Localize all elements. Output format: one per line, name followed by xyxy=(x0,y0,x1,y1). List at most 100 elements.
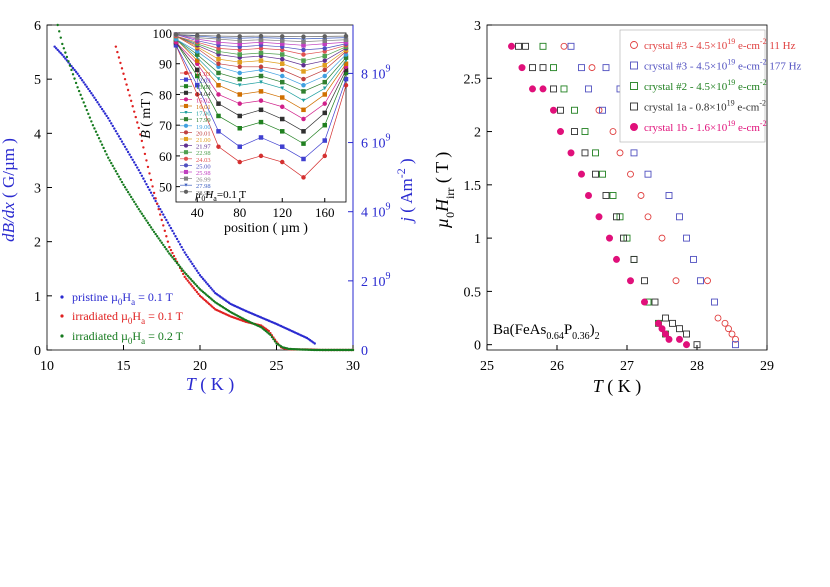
left-data-point xyxy=(177,240,180,243)
left-data-point xyxy=(120,67,124,70)
inset-legend-marker xyxy=(183,70,189,76)
right-y-tick-label: 0.5 xyxy=(464,285,482,300)
left-data-point xyxy=(140,212,144,215)
inset-data-point xyxy=(301,156,306,162)
left-data-point xyxy=(80,97,84,100)
inset-data-point xyxy=(216,113,221,119)
left-data-point xyxy=(175,237,179,241)
inset-legend-label: 25.98 xyxy=(196,170,211,177)
left-data-point xyxy=(168,245,171,249)
left-y-tick-label: 2 xyxy=(34,236,41,251)
left-data-point xyxy=(174,259,177,263)
right-data-point xyxy=(613,255,620,263)
right-legend-label: crystal #3 - 4.5×1019​ e-cm-2​ 11 Hz xyxy=(644,37,796,52)
left-data-point xyxy=(131,198,134,201)
inset-data-point xyxy=(280,144,285,149)
right-y-tick-label: 6 109 xyxy=(361,133,391,152)
right-data-point xyxy=(623,234,631,242)
left-data-point xyxy=(186,255,189,259)
left-x-tick-label: 25 xyxy=(270,359,284,374)
left-data-point xyxy=(192,287,196,290)
legend-label: pristine µ0Ha = 0.1 T xyxy=(72,290,174,307)
right-data-point xyxy=(644,170,652,178)
right-data-point xyxy=(616,149,624,157)
left-data-point xyxy=(189,260,193,263)
left-data-point xyxy=(154,197,157,200)
left-data-point xyxy=(125,188,128,191)
inset-series-18 xyxy=(173,32,349,39)
inset-data-point xyxy=(301,107,306,113)
inset-series-5 xyxy=(173,36,349,113)
right-y-tick-label: 2 109 xyxy=(361,271,391,290)
inset-legend-label: 12.03 xyxy=(196,78,211,85)
left-data-point xyxy=(61,53,64,56)
right-y-tick-label: 2.5 xyxy=(464,72,482,87)
inset-legend-label: 13.03 xyxy=(196,84,211,91)
right-y-tick-label: 0 xyxy=(361,344,368,359)
inset-data-point xyxy=(216,61,221,66)
left-data-point xyxy=(54,47,58,50)
left-data-point xyxy=(59,36,62,39)
legend-label: irradiated µ0Ha = 0.2 T xyxy=(72,329,184,346)
inset-data-point xyxy=(301,129,306,134)
right-data-point xyxy=(560,85,568,93)
inset-legend-marker xyxy=(183,103,189,109)
inset-data-point xyxy=(280,159,285,165)
left-data-point xyxy=(91,124,95,127)
inset-y-tick-label: 50 xyxy=(159,180,172,195)
left-data-point xyxy=(168,252,171,255)
left-data-point xyxy=(105,153,108,156)
left-data-point xyxy=(198,274,202,277)
left-data-point xyxy=(97,137,101,140)
inset-legend-marker xyxy=(183,130,189,135)
left-data-point xyxy=(183,271,186,274)
left-data-point xyxy=(145,183,148,186)
right-data-point xyxy=(644,213,652,221)
left-data-point xyxy=(137,207,140,211)
left-data-point xyxy=(133,161,136,164)
left-y-tick-label: 0 xyxy=(34,344,41,359)
inset-data-point xyxy=(280,129,285,134)
inset-data-point xyxy=(280,116,285,122)
left-data-point xyxy=(123,145,127,148)
right-y-tick-label: 8 109 xyxy=(361,63,391,82)
right-data-point xyxy=(630,255,638,263)
right-data-point xyxy=(609,192,617,199)
left-data-point xyxy=(74,81,78,85)
left-data-point xyxy=(146,185,150,189)
inset-data-point xyxy=(194,82,200,88)
left-data-point xyxy=(191,285,194,288)
inset-data-point xyxy=(280,86,285,91)
left-data-point xyxy=(125,83,128,86)
right-data-point xyxy=(616,213,624,221)
left-data-point xyxy=(313,342,316,345)
inset-legend-label: 21.97 xyxy=(196,144,211,151)
left-data-point xyxy=(62,47,66,50)
legend-marker xyxy=(60,314,64,318)
right-data-point xyxy=(539,64,547,72)
left-data-point xyxy=(113,127,116,130)
inset-legend-label: 14.04 xyxy=(196,91,211,98)
inset-data-point xyxy=(322,110,328,116)
right-x-axis-label: T ( K ) xyxy=(593,376,642,397)
left-data-point xyxy=(194,267,197,270)
left-data-point xyxy=(195,290,199,294)
left-data-point xyxy=(172,258,176,261)
left-data-point xyxy=(126,88,130,92)
left-data-point xyxy=(162,224,165,227)
inset-data-point xyxy=(237,126,242,131)
left-data-point xyxy=(87,87,90,91)
right-data-point xyxy=(641,277,648,285)
left-data-point xyxy=(195,269,199,272)
inset-data-point xyxy=(194,92,200,97)
left-data-point xyxy=(146,165,150,169)
inset-data-point xyxy=(258,135,264,140)
right-legend-marker xyxy=(630,41,638,49)
left-data-point xyxy=(351,348,355,352)
right-legend-label: crystal 1b - 1.6×1019​ e-cm-2​ xyxy=(644,119,767,134)
inset-x-tick-label: 160 xyxy=(315,205,335,220)
right-data-point xyxy=(567,42,575,50)
right-data-point xyxy=(676,213,683,221)
right-y-tick-label: 3 xyxy=(474,19,481,34)
left-data-point xyxy=(73,68,76,72)
